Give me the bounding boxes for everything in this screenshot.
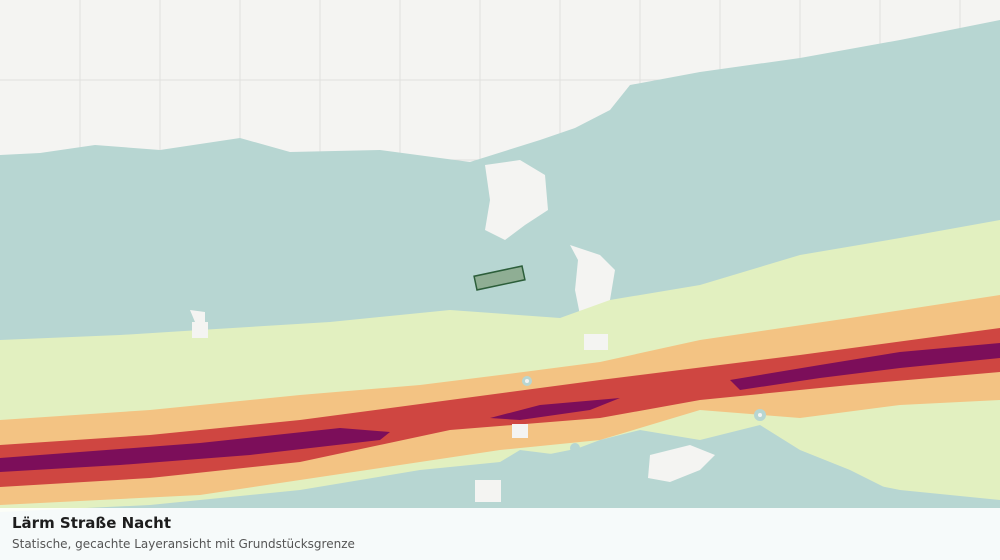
parcel-boundary[interactable] <box>473 265 526 291</box>
noise-zone-purple <box>0 343 1000 472</box>
white-area <box>190 160 615 325</box>
layer-subtitle: Statische, gecachte Layeransicht mit Gru… <box>12 537 355 551</box>
layer-title: Lärm Straße Nacht <box>12 514 171 532</box>
caption-panel <box>0 508 1000 560</box>
buildings <box>192 322 762 502</box>
